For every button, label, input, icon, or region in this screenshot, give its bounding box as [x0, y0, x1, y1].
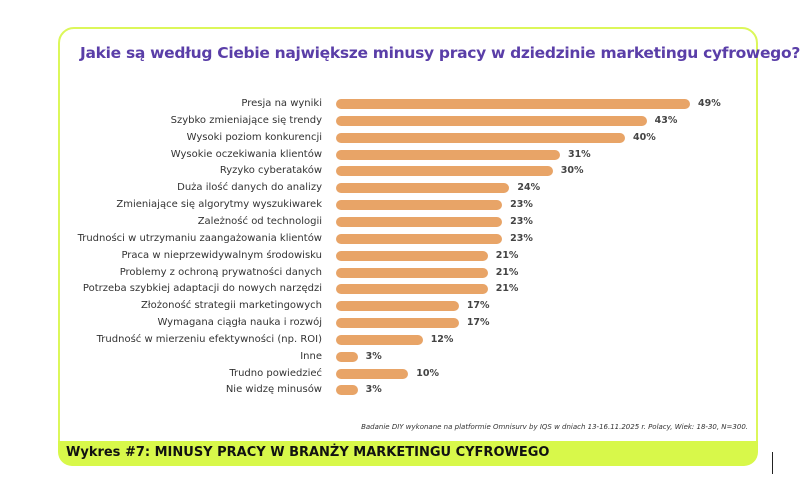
bar [336, 200, 503, 211]
value-label: 23% [510, 232, 533, 244]
footer-banner: Wykres #7: MINUSY PRACY W BRANŻY MARKETI… [58, 441, 758, 466]
bar-row: Duża ilość danych do analizy 24% [0, 181, 800, 195]
category-label: Wysoki poziom konkurencji [186, 131, 322, 143]
bar [336, 284, 488, 295]
category-label: Trudność w mierzeniu efektywności (np. R… [96, 333, 322, 345]
bar [336, 216, 503, 227]
category-label: Zależność od technologii [197, 215, 322, 227]
bar-row: Zmieniające się algorytmy wyszukiwarek 23… [0, 198, 800, 212]
bar-row: Zależność od technologii 23% [0, 215, 800, 229]
bar [336, 368, 409, 379]
category-label: Wysokie oczekiwania klientów [170, 148, 322, 160]
footer-caption: Wykres #7: MINUSY PRACY W BRANŻY MARKETI… [66, 445, 550, 460]
category-label: Szybko zmieniające się trendy [170, 114, 322, 126]
value-label: 21% [495, 266, 519, 278]
text-cursor [772, 452, 773, 474]
chart-title: Jakie są według Ciebie największe minusy… [80, 44, 800, 62]
bar [336, 250, 488, 261]
source-note: Badanie DIY wykonane na platformie Omnis… [361, 423, 748, 431]
bar-row: Szybko zmieniające się trendy 43% [0, 114, 800, 128]
value-label: 23% [510, 215, 533, 227]
category-label: Ryzyko cyberataków [219, 165, 322, 177]
bar-row: Trudność w mierzeniu efektywności (np. R… [0, 333, 800, 347]
bar [336, 351, 358, 362]
category-label: Trudno powiedzieć [229, 367, 322, 379]
bar [336, 233, 503, 244]
value-label: 3% [365, 384, 382, 396]
category-label: Praca w nieprzewidywalnym środowisku [121, 249, 322, 261]
value-label: 12% [430, 333, 454, 345]
bar-row: Wymagana ciągła nauka i rozwój 17% [0, 316, 800, 330]
bar [336, 385, 358, 396]
category-label: Złożoność strategii marketingowych [140, 300, 322, 312]
category-label: Nie widzę minusów [225, 384, 322, 396]
bar [336, 166, 553, 177]
bar [336, 334, 423, 345]
bar [336, 132, 625, 143]
bar-row: Złożoność strategii marketingowych 17% [0, 299, 800, 313]
category-label: Wymagana ciągła nauka i rozwój [157, 317, 322, 329]
chart-card [58, 27, 758, 465]
value-label: 3% [365, 350, 382, 362]
category-label: Inne [300, 350, 322, 362]
category-label: Trudności w utrzymaniu zaangażowania kli… [77, 232, 322, 244]
bar [336, 267, 488, 278]
bar-row: Ryzyko cyberataków 30% [0, 164, 800, 178]
value-label: 43% [654, 114, 678, 126]
value-label: 40% [632, 131, 656, 143]
value-label: 17% [466, 300, 490, 312]
bar [336, 301, 459, 312]
value-label: 21% [495, 249, 519, 261]
category-label: Problemy z ochroną prywatności danych [119, 266, 322, 278]
bar [336, 183, 510, 194]
bar-row: Wysoki poziom konkurencji 40% [0, 131, 800, 145]
bar-row: Nie widzę minusów 3% [0, 383, 800, 397]
bar-row: Praca w nieprzewidywalnym środowisku 21% [0, 249, 800, 263]
value-label: 49% [698, 98, 721, 109]
bar-row: Problemy z ochroną prywatności danych 21% [0, 266, 800, 280]
category-label: Presja na wyniki [241, 98, 322, 109]
bar-row: Potrzeba szybkiej adaptacji do nowych na… [0, 282, 800, 296]
bar-row: Trudno powiedzieć 10% [0, 367, 800, 381]
value-label: 30% [560, 165, 584, 177]
bar-row: Trudności w utrzymaniu zaangażowania kli… [0, 232, 800, 246]
bar [336, 99, 690, 109]
bar-row: Presja na wyniki 49% [0, 97, 800, 111]
value-label: 17% [466, 317, 490, 329]
category-label: Zmieniające się algorytmy wyszukiwarek [116, 199, 322, 211]
value-label: 31% [567, 148, 591, 160]
bar-row: Wysokie oczekiwania klientów 31% [0, 148, 800, 162]
bar [336, 318, 459, 329]
value-label: 10% [416, 367, 439, 379]
bar-row: Inne 3% [0, 350, 800, 364]
category-label: Potrzeba szybkiej adaptacji do nowych na… [82, 283, 322, 295]
value-label: 24% [517, 182, 541, 194]
category-label: Duża ilość danych do analizy [177, 182, 322, 194]
bar [336, 149, 560, 160]
bar [336, 115, 647, 126]
value-label: 21% [495, 283, 519, 295]
value-label: 23% [510, 199, 533, 211]
